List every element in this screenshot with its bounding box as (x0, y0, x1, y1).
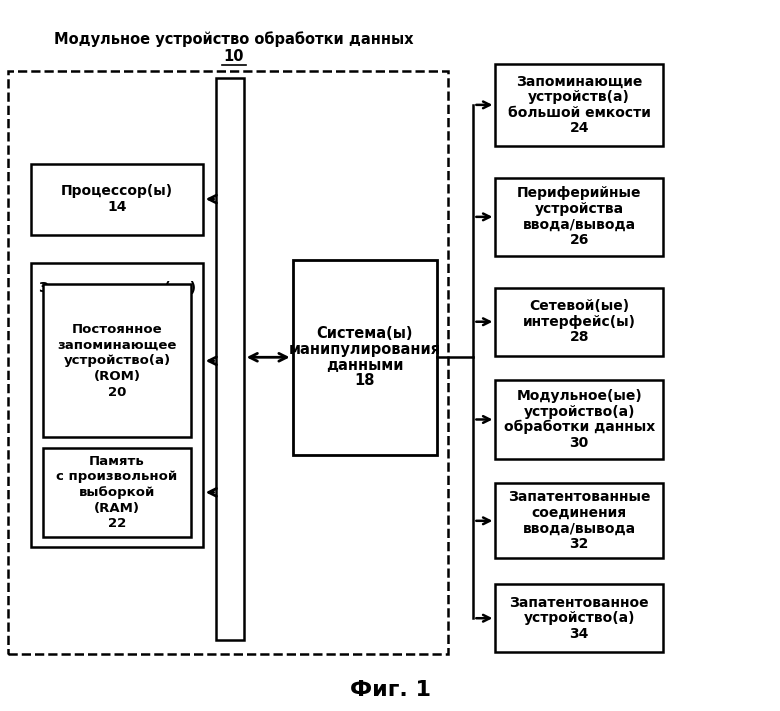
Text: 26: 26 (569, 233, 589, 247)
Text: большой емкости: большой емкости (508, 106, 651, 119)
Text: устройство(а): устройство(а) (63, 354, 171, 368)
Bar (31, 263, 203, 547)
Bar (292, 260, 437, 455)
Bar (495, 178, 663, 256)
Text: Запатентованное: Запатентованное (509, 596, 649, 609)
Bar (8, 71, 448, 654)
Text: Фиг. 1: Фиг. 1 (349, 680, 431, 700)
Text: устройство(а): устройство(а) (62, 301, 172, 315)
Bar (495, 483, 663, 558)
Text: выборкой: выборкой (79, 486, 155, 499)
Text: 22: 22 (108, 517, 126, 530)
Text: ввода/вывода: ввода/вывода (523, 218, 636, 232)
Text: манипулирования: манипулирования (289, 342, 441, 357)
Text: 34: 34 (569, 627, 589, 641)
Text: устройство(а): устройство(а) (523, 405, 635, 419)
Bar (495, 380, 663, 459)
Text: устройств(а): устройств(а) (528, 90, 630, 104)
Text: ввода/вывода: ввода/вывода (523, 522, 636, 535)
Text: 32: 32 (569, 538, 589, 551)
Text: Шина(шины)/соединительный(ые) элемент(ы) 12: Шина(шины)/соединительный(ые) элемент(ы)… (225, 208, 235, 510)
Text: интерфейс(ы): интерфейс(ы) (523, 315, 636, 328)
Text: 30: 30 (569, 436, 589, 450)
Bar (495, 584, 663, 652)
Text: Модульное(ые): Модульное(ые) (516, 389, 642, 403)
Text: 10: 10 (224, 49, 244, 65)
Bar (31, 164, 203, 235)
Text: Память: Память (89, 454, 145, 468)
Text: Модульное устройство обработки данных: Модульное устройство обработки данных (55, 31, 413, 47)
Text: 28: 28 (569, 331, 589, 344)
Text: соединения: соединения (532, 506, 626, 520)
Text: данными: данными (326, 358, 403, 373)
Bar (43, 284, 191, 437)
Text: Запатентованные: Запатентованные (508, 491, 651, 504)
Text: Постоянное: Постоянное (72, 323, 162, 336)
Text: (ROM): (ROM) (94, 370, 140, 383)
Text: устройства: устройства (534, 202, 624, 216)
Text: обработки данных: обработки данных (504, 420, 654, 434)
Text: 24: 24 (569, 122, 589, 135)
Text: устройство(а): устройство(а) (523, 611, 635, 625)
Text: Система(ы): Система(ы) (317, 326, 413, 341)
Text: 20: 20 (108, 385, 126, 399)
Text: Процессор(ы): Процессор(ы) (61, 184, 173, 198)
Text: с произвольной: с произвольной (56, 470, 178, 483)
Text: 14: 14 (108, 200, 126, 214)
Bar (43, 448, 191, 537)
Text: Периферийные: Периферийные (517, 186, 641, 201)
Text: 16: 16 (108, 322, 126, 336)
Bar (495, 288, 663, 356)
Bar (216, 78, 243, 640)
Bar (495, 64, 663, 146)
Text: 18: 18 (354, 373, 375, 388)
Text: запоминающее: запоминающее (57, 338, 177, 352)
Text: (RAM): (RAM) (94, 501, 140, 515)
Text: Запоминающие: Запоминающие (516, 75, 643, 88)
Text: Запоминающее(ие): Запоминающее(ие) (38, 281, 196, 295)
Text: Сетевой(ые): Сетевой(ые) (529, 299, 629, 313)
